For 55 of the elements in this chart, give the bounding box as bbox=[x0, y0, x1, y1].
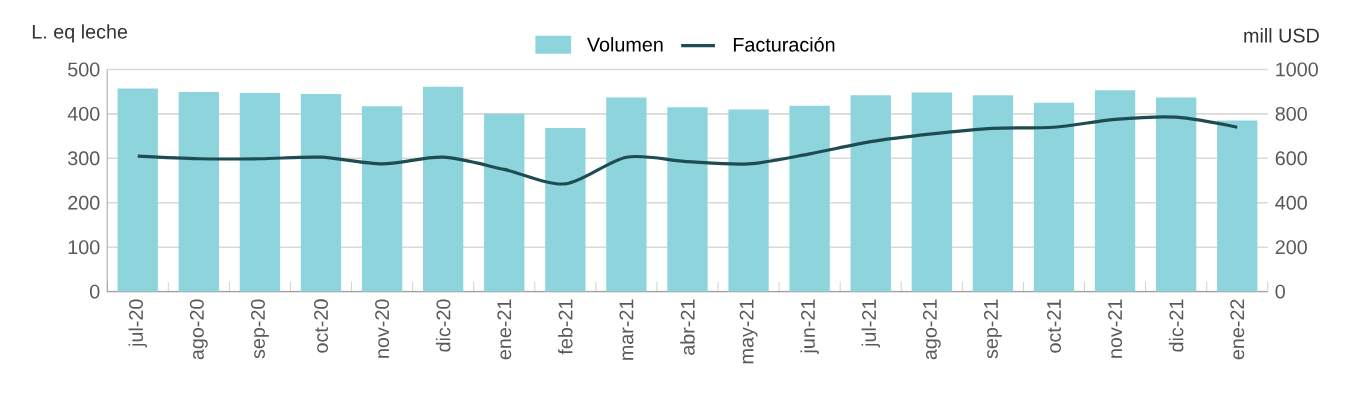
y-axis-title: L. eq leche bbox=[32, 24, 128, 43]
y2-axis-title: mill USD bbox=[1244, 28, 1319, 43]
x-tick-label: nov-20 bbox=[375, 299, 390, 358]
x-tick-label: dic-20 bbox=[435, 299, 451, 352]
x-tick-label: sep-21 bbox=[983, 299, 1002, 359]
bar bbox=[1155, 97, 1197, 292]
legend-label: Facturación bbox=[733, 37, 835, 52]
legend-label: Volumen bbox=[587, 37, 663, 52]
bar bbox=[361, 106, 403, 292]
bar bbox=[484, 113, 525, 292]
y2-tick-label: 0 bbox=[1275, 284, 1285, 299]
bar bbox=[606, 97, 647, 292]
x-tick-label: jun-21 bbox=[800, 299, 819, 355]
x-tick-label: oct-20 bbox=[314, 299, 328, 353]
y-tick-label: 200 bbox=[68, 195, 100, 210]
bar bbox=[117, 88, 158, 292]
bar bbox=[1033, 102, 1075, 292]
x-tick-label: jul-20 bbox=[128, 299, 147, 348]
y2-tick-label: 800 bbox=[1275, 106, 1307, 121]
x-tick-label: jul-21 bbox=[861, 299, 880, 348]
bar bbox=[850, 95, 891, 292]
bar bbox=[300, 93, 342, 292]
bar bbox=[789, 105, 830, 292]
x-tick-label: ago-20 bbox=[189, 299, 208, 360]
bar bbox=[667, 107, 708, 292]
y-tick-label: 100 bbox=[68, 240, 100, 255]
bar bbox=[1094, 90, 1136, 292]
y-tick-label: 400 bbox=[67, 106, 100, 121]
x-tick-label: feb-21 bbox=[558, 299, 573, 355]
x-tick-label: may-21 bbox=[739, 299, 758, 364]
bar bbox=[423, 86, 464, 292]
y-tick-label: 300 bbox=[68, 151, 100, 166]
x-tick-label: sep-20 bbox=[250, 299, 269, 359]
bar bbox=[972, 95, 1014, 292]
line-series bbox=[136, 115, 1239, 186]
x-tick-label: dic-21 bbox=[1168, 299, 1184, 352]
x-tick-label: mar-21 bbox=[619, 299, 634, 361]
bar bbox=[545, 128, 586, 292]
bar bbox=[239, 93, 281, 292]
x-tick-label: nov-21 bbox=[1108, 299, 1123, 358]
x-tick-label: ene-22 bbox=[1230, 299, 1245, 360]
y-tick-label: 500 bbox=[68, 62, 100, 77]
y2-tick-label: 600 bbox=[1275, 151, 1307, 166]
x-tick-label: ene-21 bbox=[497, 299, 512, 360]
bar bbox=[728, 109, 769, 292]
y-tick-label: 0 bbox=[90, 284, 100, 299]
bar bbox=[911, 92, 952, 292]
x-tick-label: oct-21 bbox=[1046, 299, 1061, 353]
y2-tick-label: 1000 bbox=[1276, 62, 1318, 77]
x-tick-label: abr-21 bbox=[680, 299, 695, 356]
bar bbox=[178, 92, 219, 292]
y2-tick-label: 200 bbox=[1275, 240, 1307, 255]
bar bbox=[1217, 120, 1258, 292]
x-tick-label: ago-21 bbox=[922, 299, 941, 360]
y2-tick-label: 400 bbox=[1275, 195, 1307, 210]
